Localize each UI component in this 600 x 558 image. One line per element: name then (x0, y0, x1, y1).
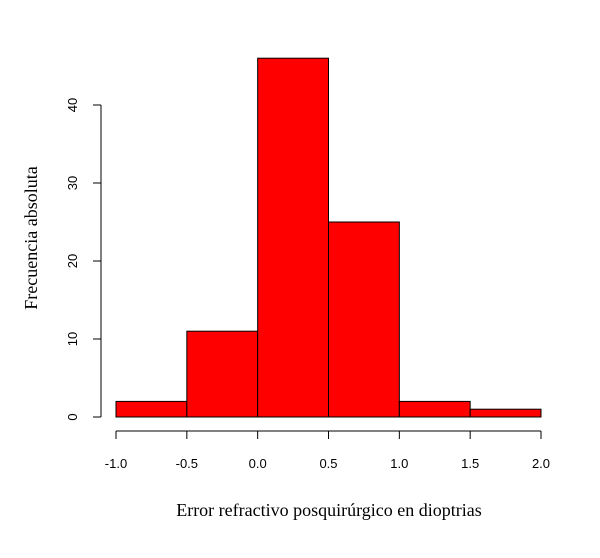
x-tick-label: -1.0 (105, 456, 127, 471)
histogram-bar-0 (115, 400, 188, 418)
x-tick-label: 0.0 (249, 456, 267, 471)
x-tick-label: 1.0 (390, 456, 408, 471)
y-tick-label: 0 (65, 413, 80, 420)
y-tick-label: 20 (65, 254, 80, 268)
y-tick-label: 30 (65, 176, 80, 190)
x-tick-label: -0.5 (176, 456, 198, 471)
x-axis-title: Error refractivo posquirúrgico en dioptr… (176, 500, 482, 520)
x-tick-label: 2.0 (532, 456, 550, 471)
y-axis: 0 10 20 30 40 (65, 98, 102, 421)
x-tick-label: 0.5 (319, 456, 337, 471)
histogram-bar-4 (398, 400, 471, 418)
histogram-bar-1 (186, 330, 259, 418)
y-tick-label: 40 (65, 98, 80, 112)
histogram-bar-3 (328, 221, 400, 418)
y-axis-title: Frecuencia absoluta (21, 166, 41, 309)
y-tick-label: 10 (65, 332, 80, 346)
histogram-bar-2 (257, 57, 329, 418)
x-tick-label: 1.5 (461, 456, 479, 471)
bars-group (115, 57, 542, 418)
histogram-bar-5 (469, 408, 542, 418)
x-axis: -1.0 -0.5 0.0 0.5 1.0 1.5 2.0 (105, 430, 550, 471)
